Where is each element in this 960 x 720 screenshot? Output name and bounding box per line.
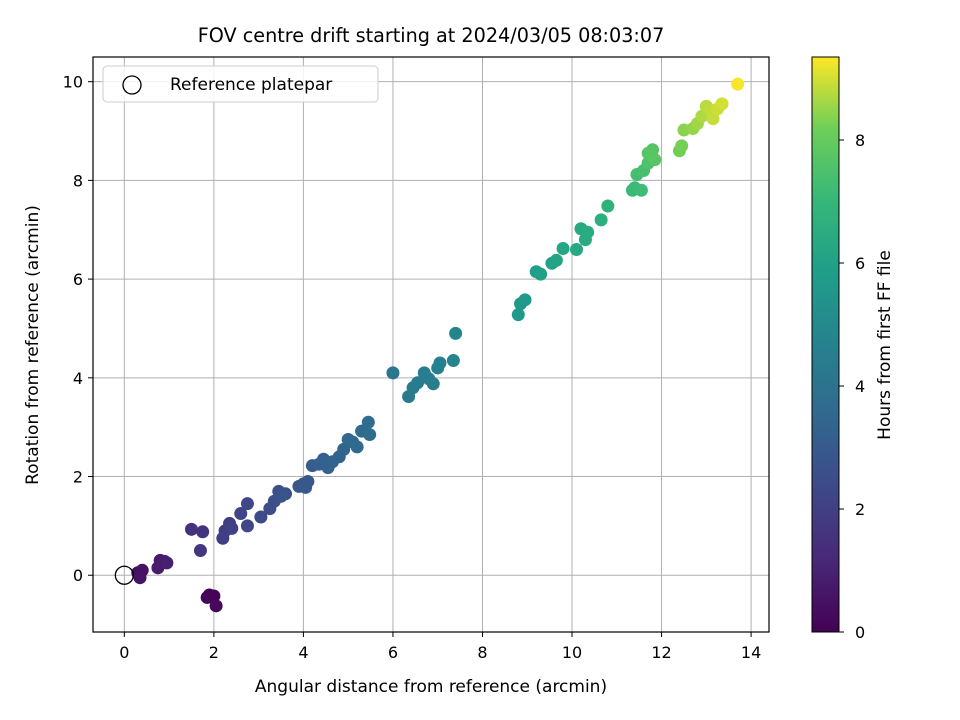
x-tick-label: 0: [119, 643, 129, 662]
colorbar-tick-label: 2: [855, 500, 865, 519]
data-point: [706, 112, 720, 126]
data-point: [594, 213, 608, 227]
x-axis-ticks: 0 2 4 6 8 10 12 14: [119, 632, 761, 662]
y-tick-label: 10: [63, 73, 83, 92]
x-tick-label: 8: [477, 643, 487, 662]
data-points: [131, 77, 745, 613]
x-tick-label: 2: [209, 643, 219, 662]
y-tick-label: 0: [73, 566, 83, 585]
data-point: [299, 480, 313, 494]
x-tick-label: 14: [741, 643, 761, 662]
data-point: [534, 267, 548, 281]
legend: Reference platepar: [102, 65, 379, 103]
data-point: [511, 308, 525, 322]
data-point: [196, 525, 210, 539]
data-point: [133, 571, 147, 585]
data-point: [337, 442, 351, 456]
data-point: [675, 139, 689, 153]
y-tick-label: 4: [73, 369, 83, 388]
data-point: [386, 366, 400, 380]
data-point: [240, 519, 254, 533]
data-point: [715, 97, 729, 111]
data-point: [193, 544, 207, 558]
data-point: [581, 225, 595, 239]
data-point: [446, 354, 460, 368]
data-point: [449, 326, 463, 340]
y-tick-label: 2: [73, 468, 83, 487]
data-point: [569, 242, 583, 256]
data-point: [731, 77, 745, 91]
data-point: [426, 377, 440, 391]
data-point: [556, 242, 570, 256]
x-tick-label: 4: [298, 643, 308, 662]
data-point: [225, 521, 239, 535]
y-tick-label: 6: [73, 270, 83, 289]
colorbar-label: Hours from first FF file: [875, 250, 895, 440]
data-point: [350, 440, 364, 454]
data-point: [200, 590, 214, 604]
x-tick-label: 6: [388, 643, 398, 662]
x-tick-label: 10: [562, 643, 582, 662]
data-point: [234, 507, 248, 521]
chart-title: FOV centre drift starting at 2024/03/05 …: [198, 24, 665, 47]
data-point: [518, 293, 532, 307]
data-point: [433, 356, 447, 370]
data-point: [254, 510, 268, 524]
colorbar-tick-label: 0: [855, 623, 865, 642]
colorbar-ticks: 0 2 4 6 8: [839, 131, 865, 642]
y-axis-ticks: 0 2 4 6 8 10: [63, 73, 93, 585]
data-point: [363, 428, 377, 442]
legend-marker-icon: [122, 75, 142, 95]
legend-entry-reference: Reference platepar: [170, 75, 332, 95]
y-tick-label: 8: [73, 171, 83, 190]
data-point: [601, 199, 615, 213]
colorbar: 0 2 4 6 8 Hours from first FF file: [811, 56, 895, 642]
data-point: [240, 497, 254, 511]
legend-box: [102, 65, 379, 103]
data-point: [361, 415, 375, 429]
y-axis-label: Rotation from reference (arcmin): [23, 205, 43, 485]
colorbar-gradient: [811, 56, 840, 633]
reference-point-marker: [114, 565, 134, 585]
data-point: [274, 489, 288, 503]
colorbar-tick-label: 6: [855, 254, 865, 273]
plot-frame: [92, 56, 770, 633]
x-axis-label: Angular distance from reference (arcmin): [255, 677, 607, 697]
data-point: [549, 253, 563, 267]
data-point: [209, 599, 223, 613]
colorbar-tick-label: 4: [855, 377, 865, 396]
x-tick-label: 12: [651, 643, 671, 662]
data-point: [184, 522, 198, 536]
data-point: [160, 556, 174, 570]
data-point: [216, 531, 230, 545]
grid-lines: [93, 57, 769, 632]
data-point: [648, 153, 662, 167]
data-point: [411, 376, 425, 390]
data-point: [634, 183, 648, 197]
colorbar-tick-label: 8: [855, 131, 865, 150]
